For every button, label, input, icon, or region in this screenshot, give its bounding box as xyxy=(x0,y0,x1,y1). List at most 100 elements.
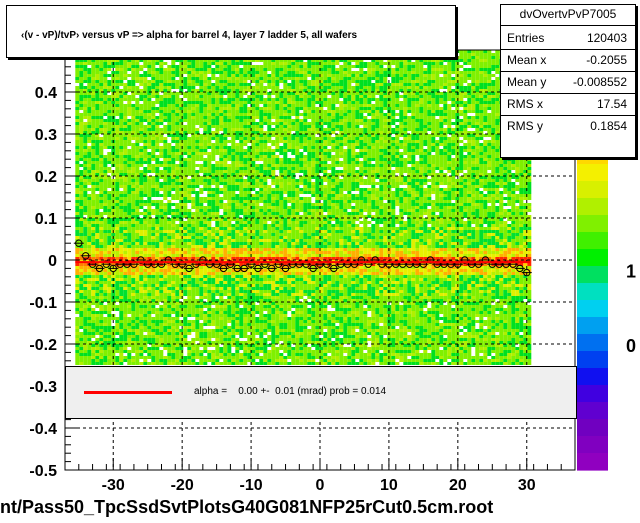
heatmap-cell xyxy=(263,155,268,158)
heatmap-cell xyxy=(435,158,440,161)
heatmap-cell xyxy=(295,95,300,98)
heatmap-cell xyxy=(215,185,220,188)
heatmap-cell xyxy=(151,89,156,92)
heatmap-cell xyxy=(155,140,160,143)
heatmap-cell xyxy=(267,128,272,131)
heatmap-cell xyxy=(231,92,236,95)
heatmap-cell xyxy=(315,65,320,68)
heatmap-cell xyxy=(119,71,124,74)
heatmap-cell xyxy=(303,107,308,110)
heatmap-cell xyxy=(331,164,336,167)
heatmap-cell xyxy=(331,146,336,149)
heatmap-cell xyxy=(203,134,208,137)
heatmap-cell xyxy=(155,92,160,95)
heatmap-cell xyxy=(127,113,132,116)
heatmap-cell xyxy=(371,134,376,137)
heatmap-cell xyxy=(147,92,152,95)
heatmap-cell xyxy=(103,68,108,71)
heatmap-cell xyxy=(323,116,328,119)
heatmap-cell xyxy=(351,89,356,92)
heatmap-cell xyxy=(103,164,108,167)
heatmap-cell xyxy=(287,149,292,152)
heatmap-cell xyxy=(403,137,408,140)
heatmap-cell xyxy=(483,113,488,116)
heatmap-cell xyxy=(391,182,396,185)
heatmap-cell xyxy=(267,110,272,113)
heatmap-cell xyxy=(143,125,148,128)
heatmap-cell xyxy=(279,89,284,92)
heatmap-cell xyxy=(159,161,164,164)
heatmap-cell xyxy=(471,119,476,122)
heatmap-cell xyxy=(387,65,392,68)
heatmap-cell xyxy=(315,95,320,98)
heatmap-cell xyxy=(215,125,220,128)
heatmap-cell xyxy=(415,173,420,176)
heatmap-cell xyxy=(203,182,208,185)
heatmap-cell xyxy=(239,143,244,146)
heatmap-cell xyxy=(431,119,436,122)
heatmap-cell xyxy=(363,104,368,107)
heatmap-cell xyxy=(187,155,192,158)
heatmap-cell xyxy=(295,164,300,167)
heatmap-cell xyxy=(479,95,484,98)
heatmap-cell xyxy=(363,179,368,182)
heatmap-cell xyxy=(191,146,196,149)
heatmap-cell xyxy=(435,161,440,164)
heatmap-cell xyxy=(123,152,128,155)
heatmap-cell xyxy=(83,116,88,119)
heatmap-cell xyxy=(335,149,340,152)
heatmap-cell xyxy=(323,134,328,137)
heatmap-cell xyxy=(503,185,508,188)
heatmap-cell xyxy=(191,98,196,101)
heatmap-cell xyxy=(187,101,192,104)
heatmap-cell xyxy=(227,167,232,170)
heatmap-cell xyxy=(439,113,444,116)
heatmap-cell xyxy=(419,86,424,89)
heatmap-cell xyxy=(315,113,320,116)
heatmap-cell xyxy=(487,179,492,182)
heatmap-cell xyxy=(367,71,372,74)
heatmap-cell xyxy=(475,98,480,101)
heatmap-cell xyxy=(179,128,184,131)
heatmap-cell xyxy=(279,161,284,164)
heatmap-cell xyxy=(111,59,116,62)
heatmap-cell xyxy=(259,137,264,140)
heatmap-cell xyxy=(327,125,332,128)
heatmap-cell xyxy=(475,164,480,167)
heatmap-cell xyxy=(271,59,276,62)
heatmap-cell xyxy=(115,104,120,107)
heatmap-cell xyxy=(147,131,152,134)
heatmap-cell xyxy=(143,92,148,95)
heatmap-cell xyxy=(319,71,324,74)
heatmap-cell xyxy=(199,74,204,77)
heatmap-cell xyxy=(99,140,104,143)
heatmap-cell xyxy=(191,134,196,137)
heatmap-cell xyxy=(307,122,312,125)
heatmap-cell xyxy=(399,122,404,125)
heatmap-cell xyxy=(223,149,228,152)
heatmap-cell xyxy=(363,110,368,113)
heatmap-cell xyxy=(307,101,312,104)
heatmap-cell xyxy=(467,71,472,74)
heatmap-cell xyxy=(227,131,232,134)
heatmap-cell xyxy=(447,137,452,140)
heatmap-cell xyxy=(231,113,236,116)
heatmap-cell xyxy=(139,92,144,95)
heatmap-cell xyxy=(447,68,452,71)
heatmap-cell xyxy=(483,68,488,71)
heatmap-cell xyxy=(359,176,364,179)
heatmap-cell xyxy=(215,59,220,62)
heatmap-cell xyxy=(447,83,452,86)
heatmap-cell xyxy=(275,77,280,80)
heatmap-cell xyxy=(399,131,404,134)
heatmap-cell xyxy=(359,122,364,125)
heatmap-cell xyxy=(235,86,240,89)
heatmap-cell xyxy=(411,152,416,155)
heatmap-cell xyxy=(75,173,80,176)
heatmap-cell xyxy=(327,176,332,179)
heatmap-cell xyxy=(195,74,200,77)
heatmap-cell xyxy=(175,140,180,143)
heatmap-cell xyxy=(439,179,444,182)
heatmap-cell xyxy=(315,131,320,134)
heatmap-cell xyxy=(343,104,348,107)
